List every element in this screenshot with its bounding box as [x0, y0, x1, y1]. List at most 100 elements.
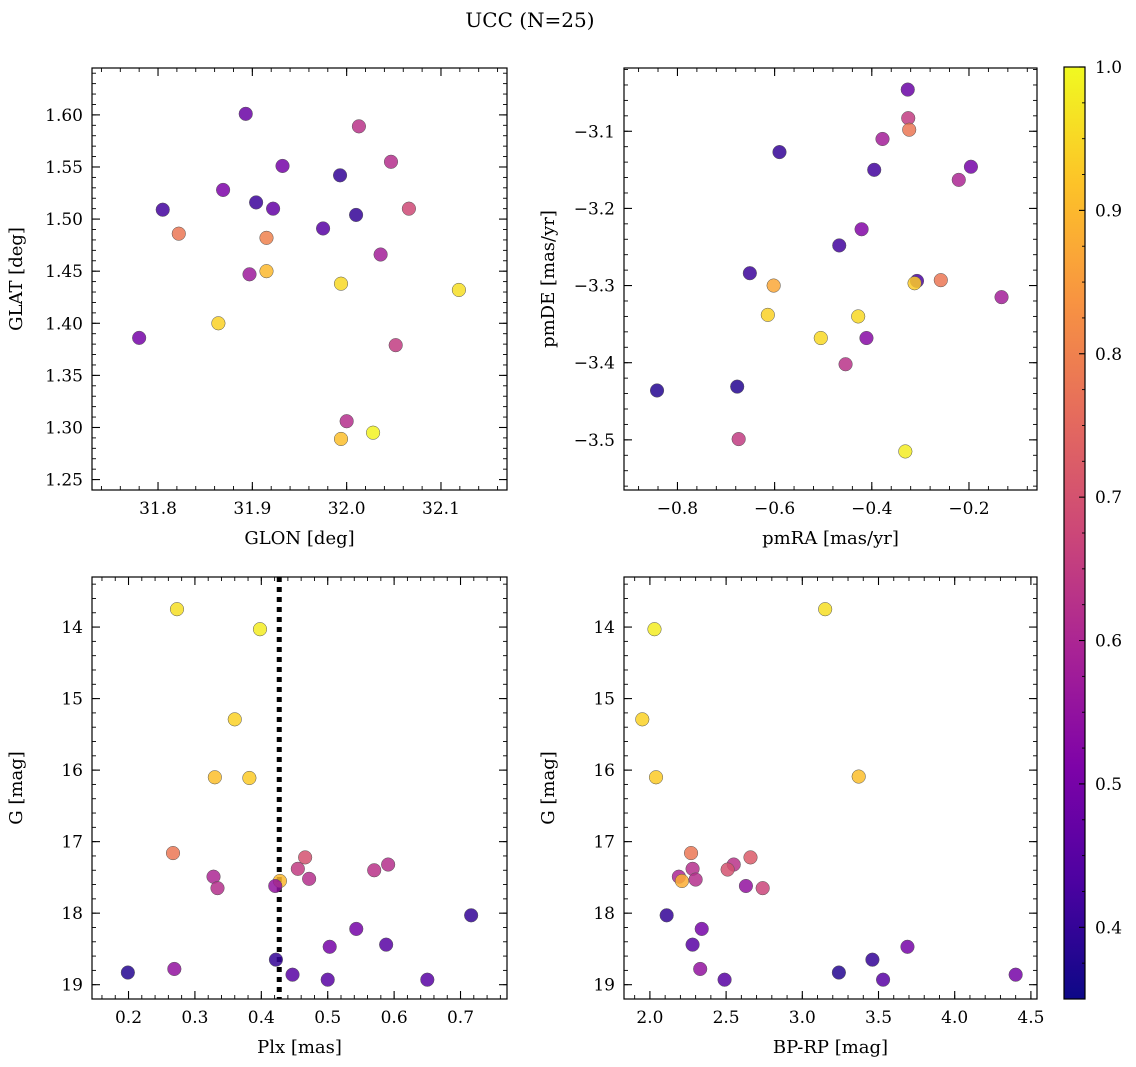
data-point [772, 145, 787, 160]
axes-frame [91, 67, 508, 491]
data-point [907, 276, 922, 291]
data-point [742, 266, 757, 281]
data-point [316, 221, 331, 236]
major-ticks [92, 577, 507, 999]
data-point [693, 961, 708, 977]
major-ticks [92, 68, 507, 490]
data-point [659, 908, 674, 923]
y-tick-label: 19 [593, 976, 615, 996]
data-point [333, 168, 348, 183]
data-point [813, 330, 828, 346]
data-point [388, 338, 403, 353]
data-point [647, 622, 662, 637]
y-axis-label: GLAT [deg] [6, 227, 27, 331]
colorbar-tick-label: 0.7 [1095, 488, 1122, 508]
y-tick-label: 1.45 [45, 262, 83, 282]
data-point [766, 278, 781, 293]
plot-area [92, 68, 507, 490]
y-tick-label: 1.25 [45, 471, 83, 491]
data-point [738, 878, 753, 894]
data-point [464, 908, 479, 923]
colorbar-tick-label: 0.6 [1095, 632, 1122, 652]
data-point [674, 873, 689, 889]
y-tick-label: 18 [61, 904, 83, 924]
y-tick-label: 1.50 [45, 210, 83, 230]
x-tick-label: 2.0 [636, 1008, 663, 1028]
data-points [635, 602, 1023, 987]
data-point [268, 878, 283, 894]
data-point [366, 425, 381, 440]
x-axis-label: Plx [mas] [257, 1037, 342, 1058]
data-point [451, 282, 466, 297]
data-point [401, 201, 416, 216]
data-point [876, 972, 891, 987]
x-tick-label: 3.5 [865, 1008, 892, 1028]
data-point [685, 937, 700, 952]
y-tick-label: 16 [61, 761, 83, 781]
subplot-3: 0.2 0.3 0.4 0.5 0.6 0.7 14 15 16 17 18 19 Plx [mas] G… [6, 576, 508, 1058]
data-point [684, 846, 699, 861]
data-point [252, 622, 268, 637]
x-tick-label: 32.1 [422, 499, 460, 519]
data-point [339, 414, 354, 429]
axes-frame [91, 576, 508, 1000]
data-point [648, 770, 664, 785]
data-point [216, 182, 231, 197]
x-tick-label: 0.7 [447, 1008, 474, 1028]
data-point [285, 967, 300, 982]
y-tick-label: 1.40 [45, 314, 83, 334]
data-point [635, 712, 650, 727]
data-point [383, 154, 399, 169]
data-point [132, 330, 147, 345]
x-tick-label: −0.6 [754, 499, 795, 519]
y-tick-label: 17 [593, 833, 615, 853]
data-point [730, 379, 745, 394]
data-point [171, 226, 186, 241]
data-point [688, 872, 703, 887]
data-point [832, 238, 847, 253]
data-point [242, 267, 257, 282]
data-point [320, 972, 335, 987]
y-axis-label: pmDE [mas/yr] [538, 210, 559, 348]
figure-title: UCC (N=25) [465, 8, 595, 32]
data-point [1008, 967, 1023, 982]
data-point [902, 122, 917, 137]
data-point [349, 921, 364, 936]
data-point [169, 602, 185, 617]
data-point [298, 850, 313, 865]
colorbar-gradient [1064, 67, 1085, 999]
y-tick-label: 17 [61, 833, 83, 853]
data-point [367, 863, 382, 878]
y-tick-label: 19 [61, 976, 83, 996]
data-point [720, 862, 735, 877]
major-ticks [624, 577, 1037, 999]
data-point [333, 431, 349, 446]
data-point [694, 921, 709, 936]
data-point [238, 106, 253, 121]
y-tick-label: 14 [593, 618, 615, 638]
x-tick-label: 2.5 [713, 1008, 740, 1028]
data-point [373, 247, 388, 262]
subplot-1: 31.8 31.9 32.0 32.1 1.25 1.30 1.35 1.40 1.45 1.50… [6, 67, 508, 549]
y-tick-label: −3.5 [574, 431, 615, 451]
y-tick-label: −3.3 [574, 277, 615, 297]
y-tick-label: −3.4 [574, 354, 615, 374]
data-point [933, 273, 948, 288]
x-axis-label: BP-RP [mag] [773, 1037, 888, 1058]
data-point [210, 881, 225, 896]
data-point [867, 162, 882, 177]
data-point [227, 712, 242, 727]
x-tick-label: 0.5 [314, 1008, 341, 1028]
data-point [743, 850, 758, 865]
x-tick-label: −0.4 [851, 499, 892, 519]
data-point [851, 769, 866, 784]
x-tick-label: 31.9 [233, 499, 271, 519]
data-point [838, 357, 853, 372]
data-point [290, 861, 305, 876]
data-point [242, 770, 257, 786]
plot-area [92, 577, 507, 999]
data-point [859, 330, 874, 346]
y-tick-label: −3.2 [574, 199, 615, 219]
data-point [322, 939, 337, 954]
minor-ticks [92, 577, 507, 1000]
